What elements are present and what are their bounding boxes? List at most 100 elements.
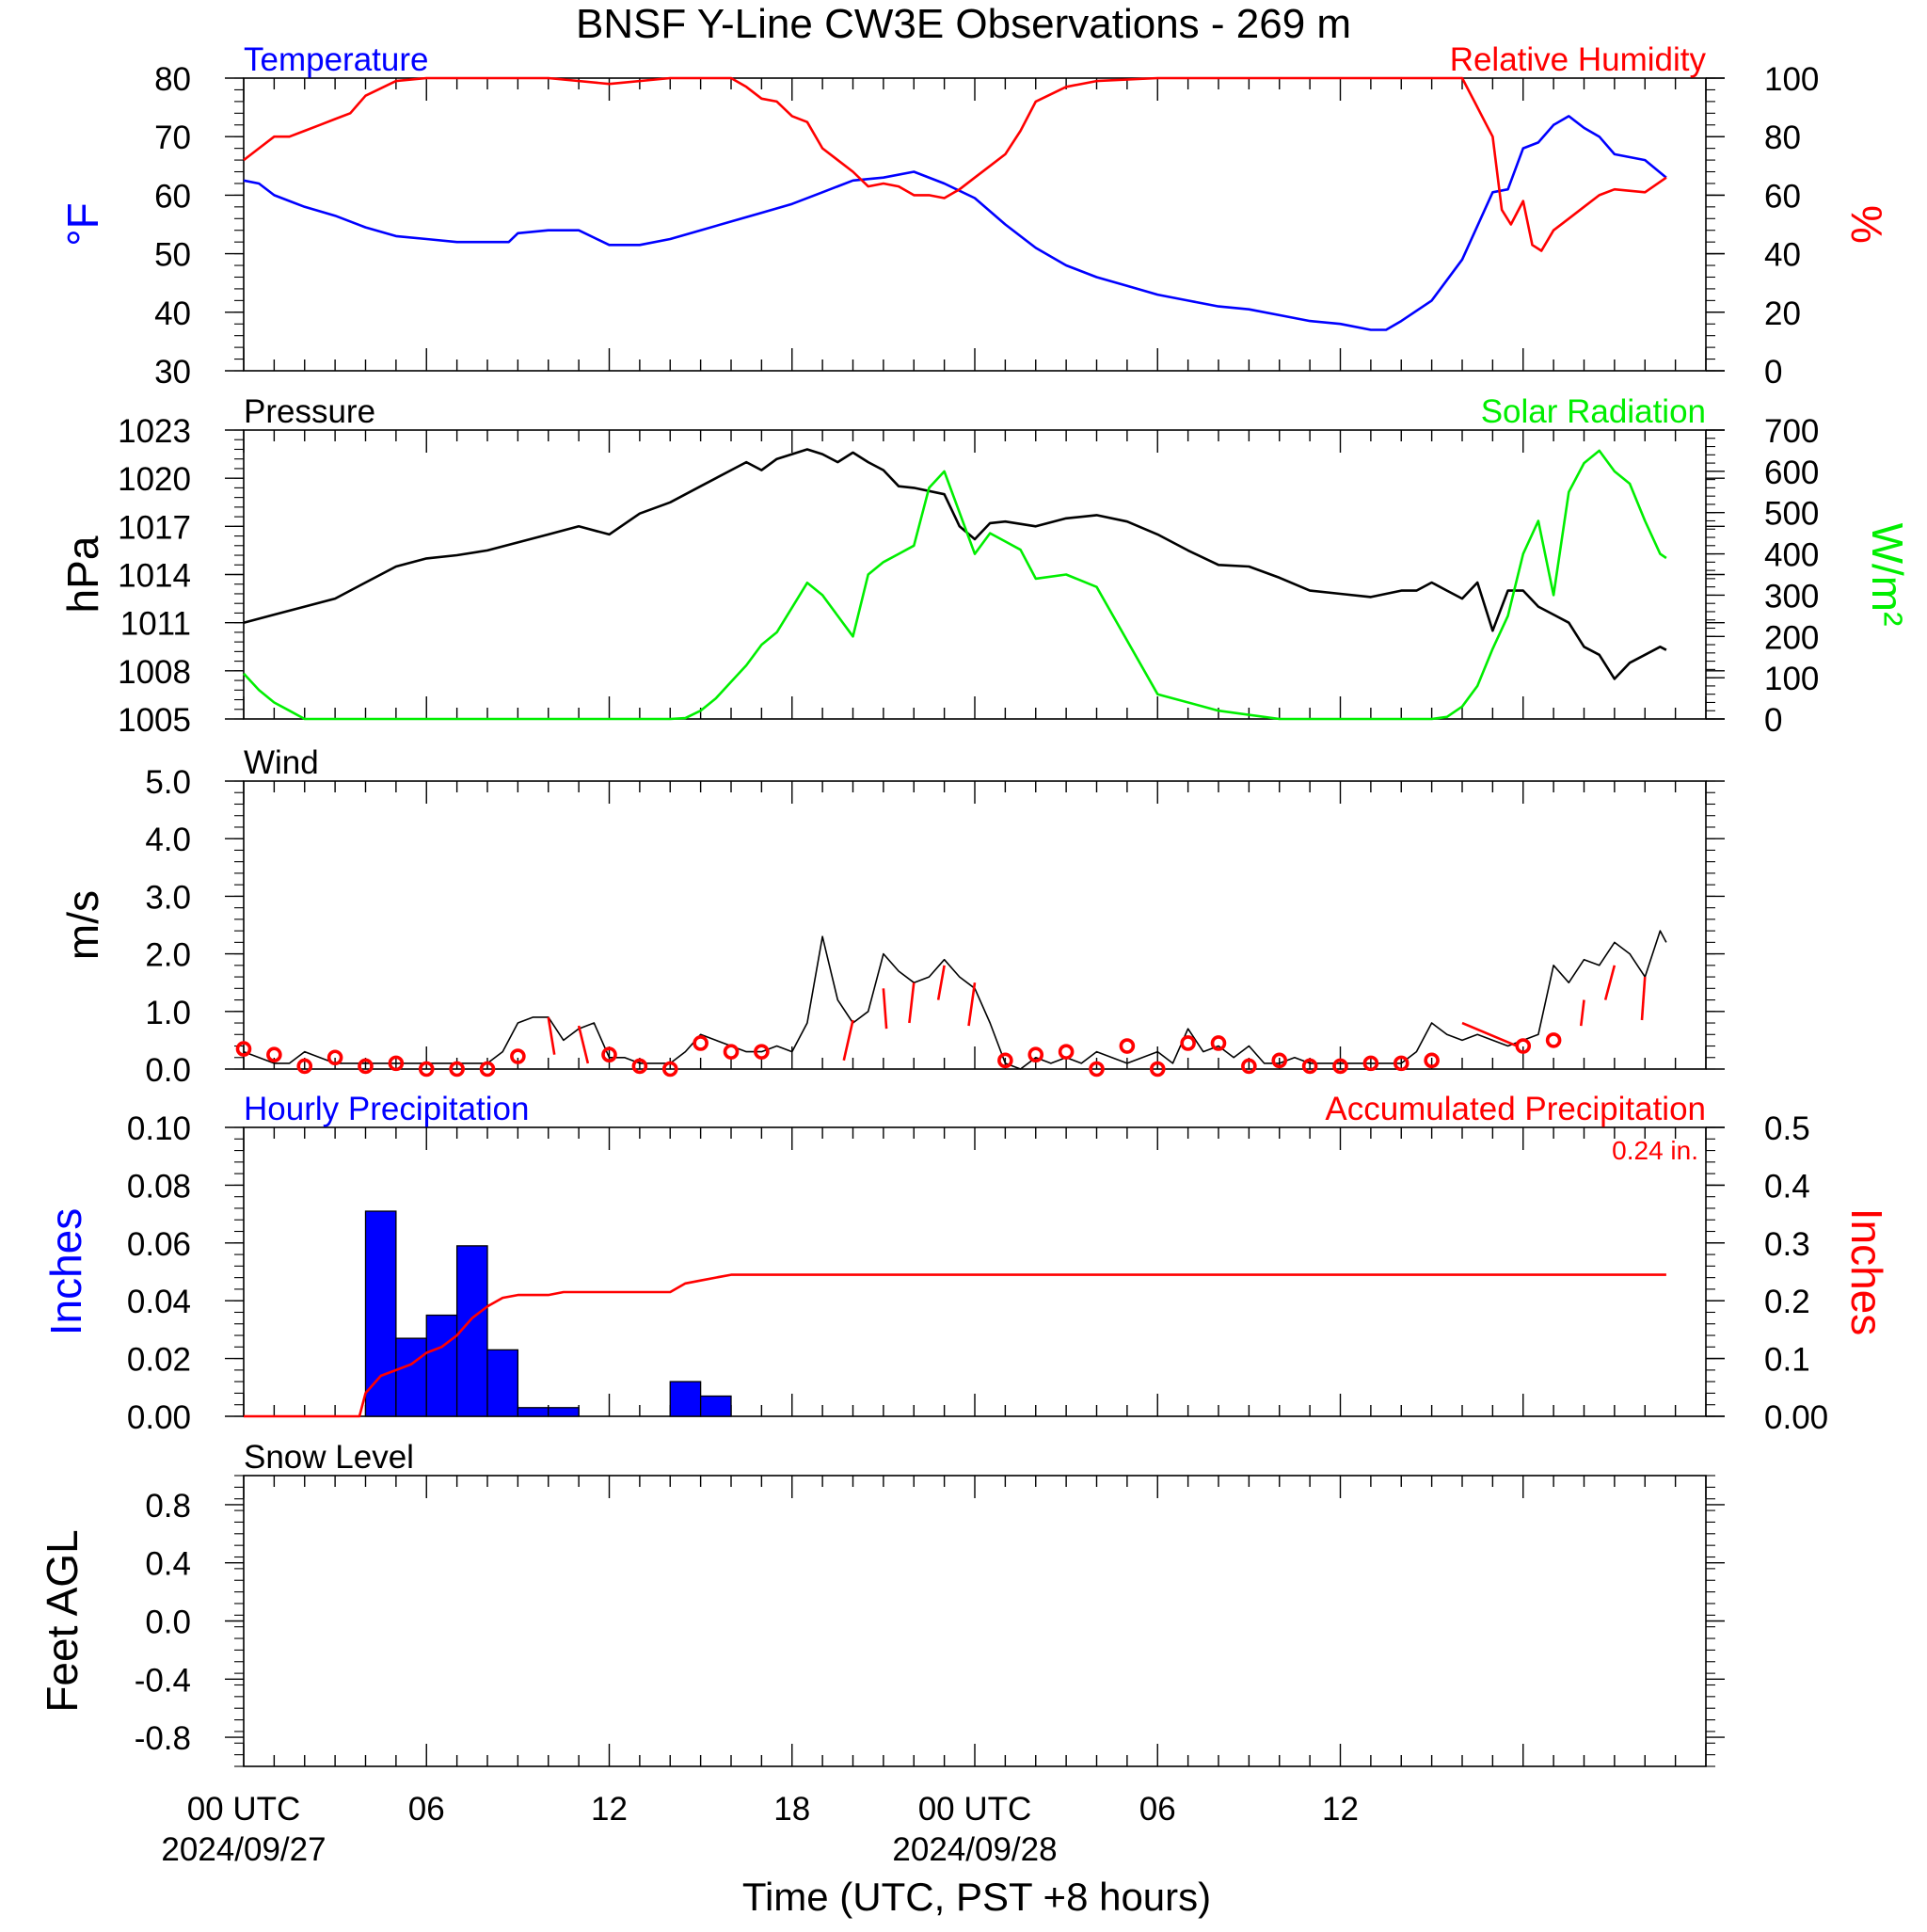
y-tick-label-left: 1005 bbox=[118, 702, 191, 739]
calm-wind-circle bbox=[997, 1052, 1013, 1069]
calm-wind-circle bbox=[388, 1055, 405, 1072]
wind-barb-staff bbox=[1461, 1021, 1518, 1047]
y-axis-label-left: hPa bbox=[58, 535, 107, 613]
panel-temp_rh: 80 70 60 50 40 30 100 80 60 40 20 0 Temperature Relat… bbox=[58, 41, 1891, 391]
panel-title-right: Accumulated Precipitation bbox=[1325, 1091, 1706, 1127]
y-tick-label-right: 200 bbox=[1764, 619, 1819, 656]
calm-wind-circle bbox=[358, 1058, 374, 1075]
y-tick-label-left: 4.0 bbox=[145, 822, 191, 858]
y-tick-label-right: 20 bbox=[1764, 295, 1801, 332]
y-tick-label-left: 70 bbox=[154, 120, 191, 156]
calm-wind-circle bbox=[510, 1048, 526, 1064]
y-tick-label-right: 60 bbox=[1764, 178, 1801, 215]
y-minor-ticks bbox=[234, 1126, 244, 1417]
y-tick-label-right: 500 bbox=[1764, 496, 1819, 533]
calm-wind-circle bbox=[661, 1061, 678, 1078]
y-axis-label-right: W/m² bbox=[1863, 523, 1912, 627]
y-tick-label-right: 0.4 bbox=[1764, 1168, 1810, 1205]
y-tick-label-left: 0.4 bbox=[145, 1546, 191, 1583]
calm-wind-circle bbox=[418, 1061, 435, 1078]
x-tick-date: 2024/09/28 bbox=[892, 1831, 1057, 1868]
x-ticks bbox=[243, 1476, 1707, 1766]
wind-barb-staff bbox=[1603, 965, 1616, 1000]
y-tick-label-right: 0.1 bbox=[1764, 1342, 1810, 1379]
calm-wind-circle bbox=[1301, 1058, 1318, 1075]
y-tick-label-left: 40 bbox=[154, 295, 191, 332]
y-tick-label-left: 80 bbox=[154, 61, 191, 98]
calm-wind-circle bbox=[266, 1046, 282, 1062]
precip-bar bbox=[364, 1210, 397, 1417]
y-minor-ticks bbox=[234, 1475, 1715, 1767]
y-tick-label-left: 1008 bbox=[118, 654, 191, 691]
y-tick-label-left: 1014 bbox=[118, 558, 191, 595]
panel-title-right: Solar Radiation bbox=[1481, 393, 1706, 430]
x-tick-date: 2024/09/27 bbox=[161, 1831, 326, 1868]
y-axis-label-right: % bbox=[1842, 205, 1891, 244]
x-tick-label: 06 bbox=[1139, 1791, 1176, 1828]
y-tick-label-left: 50 bbox=[154, 237, 191, 274]
y-axis-label-left: Feet AGL bbox=[38, 1529, 87, 1712]
y-tick-label-right: 300 bbox=[1764, 578, 1819, 615]
calm-wind-circle bbox=[723, 1044, 740, 1060]
y-minor-ticks bbox=[234, 429, 244, 720]
series-line-temp_rh-0 bbox=[243, 115, 1667, 331]
y-tick-label-left: 0.8 bbox=[145, 1488, 191, 1525]
calm-wind-circle bbox=[693, 1035, 709, 1051]
y-tick-label-right: 100 bbox=[1764, 661, 1819, 697]
y-tick-label-left: 0.10 bbox=[127, 1110, 191, 1147]
precip-bar bbox=[425, 1314, 458, 1417]
y-minor-ticks bbox=[234, 77, 244, 372]
y-tick-label-right: 0.2 bbox=[1764, 1284, 1810, 1320]
wind-barb-staff bbox=[908, 982, 916, 1024]
panel-title-right: Relative Humidity bbox=[1450, 41, 1707, 78]
y-minor-ticks bbox=[234, 780, 1715, 1070]
calm-wind-circle bbox=[235, 1041, 252, 1057]
y-tick-label-left: -0.8 bbox=[135, 1720, 191, 1757]
y-tick-label-left: 2.0 bbox=[145, 937, 191, 974]
wind-barb-staff bbox=[936, 965, 946, 1000]
precip-bar bbox=[395, 1337, 427, 1417]
precip-bar bbox=[699, 1395, 732, 1417]
wind-barb-staff bbox=[967, 982, 977, 1027]
calm-wind-circle bbox=[631, 1058, 648, 1075]
panel-title-left: Pressure bbox=[244, 393, 375, 430]
y-axis-label-left: °F bbox=[58, 202, 107, 247]
calm-wind-circle bbox=[1424, 1052, 1440, 1069]
y-tick-label-left: 60 bbox=[154, 178, 191, 215]
wind-barbs bbox=[235, 965, 1647, 1078]
series-line-precip-1 bbox=[244, 1273, 1666, 1418]
calm-wind-circle bbox=[1332, 1058, 1348, 1075]
calm-wind-circle bbox=[601, 1046, 617, 1062]
precip-bar bbox=[486, 1349, 519, 1417]
y-tick-label-right: 0.3 bbox=[1764, 1226, 1810, 1263]
calm-wind-circle bbox=[296, 1058, 313, 1075]
y-tick-label-left: 0.08 bbox=[127, 1168, 191, 1205]
calm-wind-circle bbox=[1241, 1058, 1257, 1075]
y-tick-label-right: 100 bbox=[1764, 61, 1819, 98]
y-tick-label-right: 0.00 bbox=[1764, 1399, 1828, 1436]
calm-wind-circle bbox=[326, 1049, 343, 1066]
wind-barb-staff bbox=[577, 1025, 590, 1064]
wind-barb-staff bbox=[1579, 999, 1585, 1027]
panel-pressure_solar: 1023 1020 1017 1014 1011 1008 1005 700 600 500 400… bbox=[58, 393, 1912, 739]
x-tick-label: 18 bbox=[773, 1791, 810, 1828]
y-tick-label-left: 30 bbox=[154, 354, 191, 391]
calm-wind-circle bbox=[479, 1061, 496, 1078]
y-tick-label-right: 0 bbox=[1764, 702, 1782, 739]
x-tick-label: 12 bbox=[591, 1791, 628, 1828]
y-tick-label-right: 700 bbox=[1764, 413, 1819, 450]
series-line-temp_rh-1 bbox=[243, 76, 1667, 252]
x-ticks bbox=[243, 430, 1707, 719]
y-tick-label-left: 0.04 bbox=[127, 1284, 191, 1320]
y-tick-label-left: 0.0 bbox=[145, 1605, 191, 1641]
y-tick-label-left: 0.00 bbox=[127, 1399, 191, 1436]
precip-bar bbox=[548, 1407, 580, 1417]
panel-snow: 0.8 0.4 0.0 -0.4 -0.8 Snow Level Feet AGL bbox=[38, 1439, 1725, 1767]
calm-wind-circle bbox=[1271, 1052, 1288, 1069]
panel-title-left: Snow Level bbox=[244, 1439, 414, 1476]
panel-title-left: Wind bbox=[244, 744, 319, 781]
y-tick-label-left: 3.0 bbox=[145, 879, 191, 916]
wind-barb-staff bbox=[882, 988, 888, 1030]
